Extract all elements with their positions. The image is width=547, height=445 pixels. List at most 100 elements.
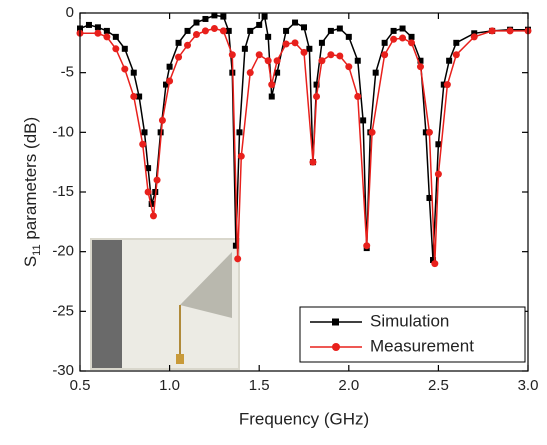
point [440, 81, 447, 88]
point [488, 27, 496, 35]
point [144, 188, 152, 196]
y-label-main: S [21, 256, 40, 267]
legend-marker [332, 318, 339, 326]
point [430, 257, 437, 264]
plot-frame [79, 12, 529, 372]
point [121, 45, 128, 52]
point [434, 170, 442, 178]
point [345, 33, 352, 40]
point [184, 27, 191, 34]
point [273, 57, 281, 65]
point [390, 27, 397, 34]
point [313, 81, 320, 88]
point [141, 129, 148, 136]
point [94, 29, 102, 37]
x-tick-label: 0.5 [70, 377, 91, 394]
point [431, 260, 439, 268]
point [422, 129, 429, 136]
point [211, 12, 218, 19]
point [210, 25, 218, 33]
point [354, 57, 361, 64]
inset-photo [90, 238, 240, 370]
point [425, 128, 433, 136]
point [237, 152, 245, 160]
y-tick-label: 0 [66, 4, 74, 21]
point [336, 25, 343, 32]
point [327, 27, 334, 34]
x-tick-label: 1.5 [249, 377, 270, 394]
point [446, 57, 453, 64]
legend-marker [332, 343, 340, 351]
point [452, 51, 460, 59]
legend-label: Measurement [370, 336, 474, 355]
point [435, 141, 442, 148]
point [201, 27, 209, 35]
point [399, 34, 407, 42]
point [309, 158, 317, 166]
point [318, 57, 326, 65]
point [153, 176, 161, 184]
point [163, 81, 170, 88]
point [264, 57, 272, 65]
point [121, 65, 129, 73]
point [470, 33, 478, 41]
point [130, 93, 138, 101]
point [453, 39, 460, 46]
point [327, 51, 335, 59]
point [219, 27, 227, 35]
y-tick-label: -10 [52, 123, 74, 140]
point [192, 30, 200, 38]
point [399, 25, 406, 32]
point [148, 200, 155, 207]
point [166, 77, 174, 85]
point [372, 69, 379, 76]
y-tick-label: -25 [52, 302, 74, 319]
antenna-patch [180, 252, 232, 318]
point [139, 140, 147, 148]
point [318, 39, 325, 46]
point [363, 242, 371, 250]
x-tick-label: 3.0 [518, 377, 539, 394]
point [225, 27, 232, 34]
point [232, 242, 239, 249]
point [265, 33, 272, 40]
point [408, 39, 416, 47]
point [261, 13, 268, 20]
y-tick-label: -5 [61, 64, 74, 81]
point [471, 30, 478, 37]
point [112, 33, 119, 40]
point [368, 128, 376, 136]
point [345, 63, 353, 71]
point [408, 33, 415, 40]
point [291, 39, 299, 47]
point [175, 53, 183, 61]
point [443, 81, 451, 89]
x-tick-label: 2.5 [428, 377, 449, 394]
point [426, 194, 433, 201]
point [220, 13, 227, 20]
point [103, 27, 110, 34]
point [112, 45, 120, 53]
point [255, 51, 263, 59]
point [313, 93, 321, 101]
point [184, 41, 192, 49]
series-line [80, 27, 528, 264]
ruler [92, 240, 122, 368]
connector [176, 354, 184, 364]
y-label-sub: 11 [31, 244, 43, 255]
point [246, 69, 254, 77]
point [268, 81, 276, 89]
x-axis-label: Frequency (GHz) [239, 409, 369, 428]
point [292, 19, 299, 26]
point [416, 63, 424, 71]
point [506, 27, 514, 35]
point [306, 45, 313, 52]
point [354, 93, 362, 101]
y-tick-label: -30 [52, 362, 74, 379]
point [202, 15, 209, 22]
point [417, 57, 424, 64]
y-tick-label: -15 [52, 183, 74, 200]
point [103, 33, 111, 41]
point [381, 39, 388, 46]
